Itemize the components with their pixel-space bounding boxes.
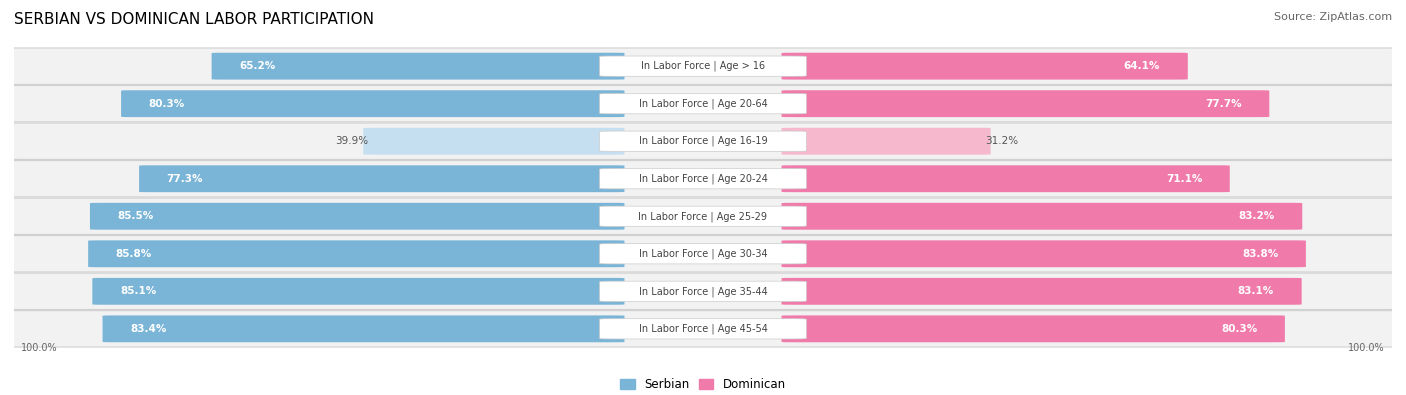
Text: In Labor Force | Age > 16: In Labor Force | Age > 16 xyxy=(641,61,765,71)
FancyBboxPatch shape xyxy=(0,310,1406,347)
Text: 31.2%: 31.2% xyxy=(986,136,1018,146)
FancyBboxPatch shape xyxy=(90,203,624,230)
Text: 65.2%: 65.2% xyxy=(239,61,276,71)
FancyBboxPatch shape xyxy=(0,48,1406,85)
FancyBboxPatch shape xyxy=(103,315,624,342)
FancyBboxPatch shape xyxy=(782,128,991,155)
FancyBboxPatch shape xyxy=(599,244,806,264)
Text: In Labor Force | Age 30-34: In Labor Force | Age 30-34 xyxy=(638,248,768,259)
Text: 83.4%: 83.4% xyxy=(131,324,166,334)
FancyBboxPatch shape xyxy=(0,235,1406,272)
Text: 85.5%: 85.5% xyxy=(118,211,153,221)
FancyBboxPatch shape xyxy=(782,278,1302,305)
FancyBboxPatch shape xyxy=(0,160,1406,197)
Text: 85.8%: 85.8% xyxy=(115,249,152,259)
FancyBboxPatch shape xyxy=(782,165,1230,192)
FancyBboxPatch shape xyxy=(782,90,1270,117)
Text: In Labor Force | Age 20-24: In Labor Force | Age 20-24 xyxy=(638,173,768,184)
Text: 39.9%: 39.9% xyxy=(336,136,368,146)
FancyBboxPatch shape xyxy=(599,94,806,114)
FancyBboxPatch shape xyxy=(599,319,806,339)
FancyBboxPatch shape xyxy=(93,278,624,305)
Text: 83.1%: 83.1% xyxy=(1237,286,1274,296)
Text: 83.2%: 83.2% xyxy=(1239,211,1275,221)
Text: SERBIAN VS DOMINICAN LABOR PARTICIPATION: SERBIAN VS DOMINICAN LABOR PARTICIPATION xyxy=(14,12,374,27)
FancyBboxPatch shape xyxy=(599,281,806,301)
FancyBboxPatch shape xyxy=(363,128,624,155)
Text: In Labor Force | Age 16-19: In Labor Force | Age 16-19 xyxy=(638,136,768,147)
Text: 83.8%: 83.8% xyxy=(1241,249,1278,259)
Text: 100.0%: 100.0% xyxy=(21,342,58,353)
Text: 85.1%: 85.1% xyxy=(120,286,156,296)
FancyBboxPatch shape xyxy=(599,56,806,76)
FancyBboxPatch shape xyxy=(139,165,624,192)
FancyBboxPatch shape xyxy=(0,123,1406,160)
FancyBboxPatch shape xyxy=(599,131,806,151)
Text: 100.0%: 100.0% xyxy=(1348,342,1385,353)
Text: In Labor Force | Age 35-44: In Labor Force | Age 35-44 xyxy=(638,286,768,297)
Text: 71.1%: 71.1% xyxy=(1166,174,1202,184)
Text: 64.1%: 64.1% xyxy=(1123,61,1160,71)
Text: Source: ZipAtlas.com: Source: ZipAtlas.com xyxy=(1274,12,1392,22)
Text: 80.3%: 80.3% xyxy=(1220,324,1257,334)
FancyBboxPatch shape xyxy=(212,53,624,80)
Text: In Labor Force | Age 20-64: In Labor Force | Age 20-64 xyxy=(638,98,768,109)
Text: 80.3%: 80.3% xyxy=(149,99,186,109)
FancyBboxPatch shape xyxy=(782,315,1285,342)
FancyBboxPatch shape xyxy=(782,53,1188,80)
Text: 77.7%: 77.7% xyxy=(1205,99,1241,109)
Text: In Labor Force | Age 25-29: In Labor Force | Age 25-29 xyxy=(638,211,768,222)
FancyBboxPatch shape xyxy=(0,198,1406,235)
FancyBboxPatch shape xyxy=(0,85,1406,122)
Legend: Serbian, Dominican: Serbian, Dominican xyxy=(616,373,790,395)
Text: In Labor Force | Age 45-54: In Labor Force | Age 45-54 xyxy=(638,324,768,334)
FancyBboxPatch shape xyxy=(121,90,624,117)
FancyBboxPatch shape xyxy=(89,240,624,267)
FancyBboxPatch shape xyxy=(782,203,1302,230)
FancyBboxPatch shape xyxy=(782,240,1306,267)
FancyBboxPatch shape xyxy=(0,273,1406,310)
Text: 77.3%: 77.3% xyxy=(167,174,202,184)
FancyBboxPatch shape xyxy=(599,206,806,226)
FancyBboxPatch shape xyxy=(599,169,806,189)
